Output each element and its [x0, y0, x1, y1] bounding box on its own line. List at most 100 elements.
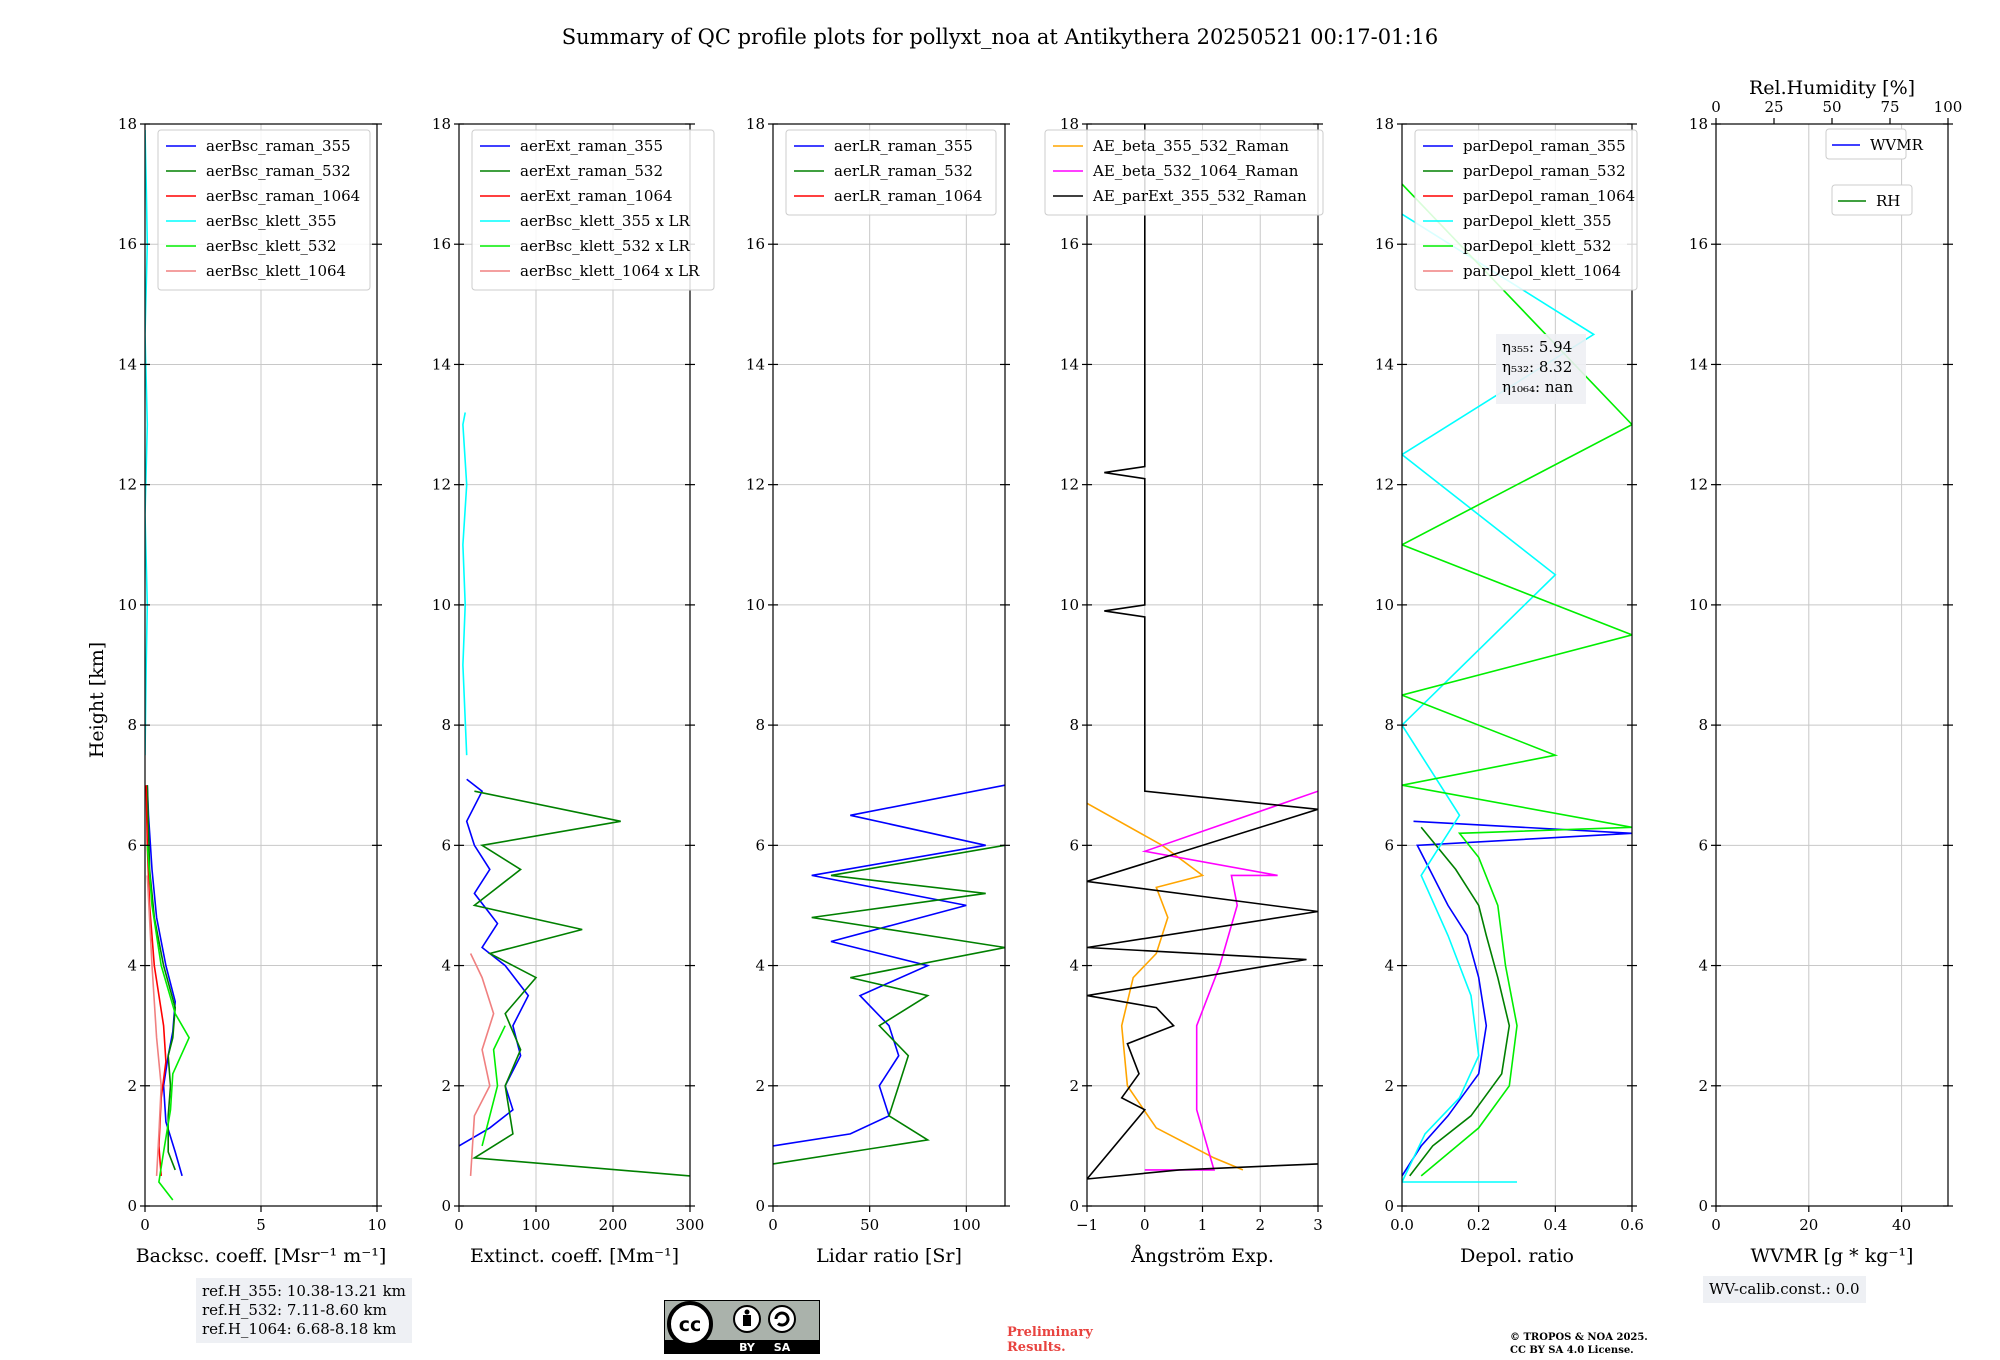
series-line-parDepol_raman_532: [1409, 826, 1511, 1177]
x-tick-label: 0.0: [1390, 1216, 1414, 1234]
legend-box: [471, 129, 715, 291]
y-tick-label: 0: [441, 1197, 451, 1215]
series-line-aerExt_raman_532: [471, 790, 690, 1177]
x-axis-label: Extinct. coeff. [Mm⁻¹]: [470, 1245, 679, 1267]
series-group: [459, 412, 690, 1177]
cc-circle-icon: [667, 1301, 713, 1347]
cc-text: cc: [679, 1314, 702, 1336]
series-line-aerBsc_klett_532 x LR: [481, 1025, 506, 1147]
legend-label: aerBsc_klett_532: [206, 237, 337, 255]
sa-arrow-icon: [768, 1305, 796, 1333]
legend-box: [1414, 129, 1638, 291]
legend-box-wvmr: [1825, 128, 1907, 160]
y-tick-label: 12: [1375, 476, 1394, 494]
ref-height-532: ref.H_532: 7.11-8.60 km: [202, 1301, 387, 1319]
y-tick-label: 6: [441, 836, 451, 854]
series-line-parDepol_raman_355: [1402, 820, 1632, 1177]
legend-label: aerBsc_klett_355 x LR: [520, 212, 691, 230]
legend-label-wvmr: WVMR: [1870, 136, 1924, 154]
sa-arrow-path: [774, 1311, 790, 1327]
legend-box: [157, 129, 371, 291]
y-tick-label: 6: [1698, 836, 1708, 854]
y-tick-label: 10: [432, 596, 451, 614]
y-tick-label: 12: [746, 476, 765, 494]
series-line-aerBsc_klett_532: [146, 845, 190, 1201]
x-tick-label: 5: [256, 1216, 266, 1234]
y-tick-label: 0: [755, 1197, 765, 1215]
legend-label: aerBsc_klett_1064: [206, 262, 346, 280]
legend-label: aerLR_raman_532: [834, 162, 973, 180]
legend: AE_beta_355_532_Raman AE_beta_532_1064_Ra…: [1044, 129, 1324, 216]
x-tick-label: 2: [1255, 1216, 1265, 1234]
y-tick-label: 4: [127, 957, 137, 975]
x-tick-label: 40: [1892, 1216, 1911, 1234]
panel-frame: [1401, 123, 1633, 1207]
legend-label: AE_parExt_355_532_Raman: [1092, 187, 1307, 205]
y-tick-label: 6: [127, 836, 137, 854]
y-tick-label: 6: [755, 836, 765, 854]
x-axis-label: Lidar ratio [Sr]: [816, 1245, 962, 1267]
legend: WVMR RH: [1825, 128, 1924, 216]
legend-label: aerExt_raman_532: [520, 162, 663, 180]
x-tick-label: 0.4: [1543, 1216, 1567, 1234]
y-tick-label: 0: [127, 1197, 137, 1215]
legend-label: aerBsc_raman_355: [206, 137, 351, 155]
y-tick-label: 16: [1060, 235, 1079, 253]
y-tick-label: 2: [1698, 1077, 1708, 1095]
x-tick-label: 300: [676, 1216, 705, 1234]
y-tick-label: 4: [1069, 957, 1079, 975]
y-tick-label: 16: [118, 235, 137, 253]
y-tick-label: 14: [1375, 355, 1394, 373]
y-tick-label: 16: [1375, 235, 1394, 253]
y-tick-label: 18: [746, 115, 765, 133]
eta-line: η₅₃₂: 8.32: [1502, 358, 1572, 376]
legend-label-rh: RH: [1876, 192, 1900, 210]
panel-2: 0 2 4 6 8 10 12 14 16 18 0 100 200 300 Extinct. coeff.…: [432, 115, 715, 1267]
y-tick-label: 0: [1384, 1197, 1394, 1215]
series-line-AE_beta_355_532_Raman: [1087, 802, 1244, 1171]
cc-license-badge: cc BY SA: [664, 1300, 820, 1354]
x-tick-label: 0: [768, 1216, 778, 1234]
series-group: [1402, 183, 1632, 1183]
y-tick-label: 2: [755, 1077, 765, 1095]
series-group: [773, 784, 1005, 1165]
x-axis-label: WVMR [g * kg⁻¹]: [1751, 1245, 1914, 1267]
y-tick-label: 2: [127, 1077, 137, 1095]
legend: parDepol_raman_355 parDepol_raman_532 parD…: [1414, 129, 1638, 291]
x-tick-label: 0.6: [1620, 1216, 1644, 1234]
legend-label: aerBsc_klett_355: [206, 212, 337, 230]
ref-height-355: ref.H_355: 10.38-13.21 km: [202, 1282, 406, 1300]
eta-annotation: η₃₅₅: 5.94 η₅₃₂: 8.32 η₁₀₆₄: nan: [1496, 334, 1586, 404]
top-x-tick-label: 25: [1764, 98, 1783, 116]
legend-label: parDepol_klett_532: [1463, 237, 1612, 255]
x-tick-label: 100: [522, 1216, 551, 1234]
legend-label: parDepol_raman_355: [1463, 137, 1626, 155]
series-line-aerBsc_klett_1064: [146, 875, 163, 1176]
y-tick-label: 4: [441, 957, 451, 975]
legend-box-rh: [1831, 184, 1913, 216]
y-tick-label: 6: [1069, 836, 1079, 854]
y-tick-label: 14: [1689, 355, 1708, 373]
series-line-parDepol_klett_355: [1402, 213, 1596, 1183]
eta-line: η₁₀₆₄: nan: [1502, 378, 1573, 396]
y-tick-label: 14: [746, 355, 765, 373]
figure-title: Summary of QC profile plots for pollyxt_…: [562, 25, 1439, 49]
legend-label: aerBsc_klett_532 x LR: [520, 237, 691, 255]
y-tick-label: 8: [755, 716, 765, 734]
x-tick-label: 0: [1140, 1216, 1150, 1234]
legend-label: parDepol_raman_1064: [1463, 187, 1635, 205]
series-line-aerBsc_klett_1064 x LR: [469, 953, 495, 1176]
y-tick-label: 10: [118, 596, 137, 614]
series-group: [145, 129, 190, 1201]
y-tick-label: 10: [1375, 596, 1394, 614]
wv-calib-text: WV-calib.const.: 0.0: [1709, 1280, 1860, 1298]
legend-label: aerLR_raman_1064: [834, 187, 982, 205]
legend-label: parDepol_raman_532: [1463, 162, 1626, 180]
copyright-line-2: CC BY SA 4.0 License.: [1510, 1345, 1634, 1356]
x-axis-label: Backsc. coeff. [Msr⁻¹ m⁻¹]: [136, 1245, 387, 1267]
series-line-AE_beta_532_1064_Raman: [1141, 790, 1318, 1171]
y-tick-label: 12: [432, 476, 451, 494]
legend: aerLR_raman_355 aerLR_raman_532 aerLR_rama…: [785, 129, 997, 216]
